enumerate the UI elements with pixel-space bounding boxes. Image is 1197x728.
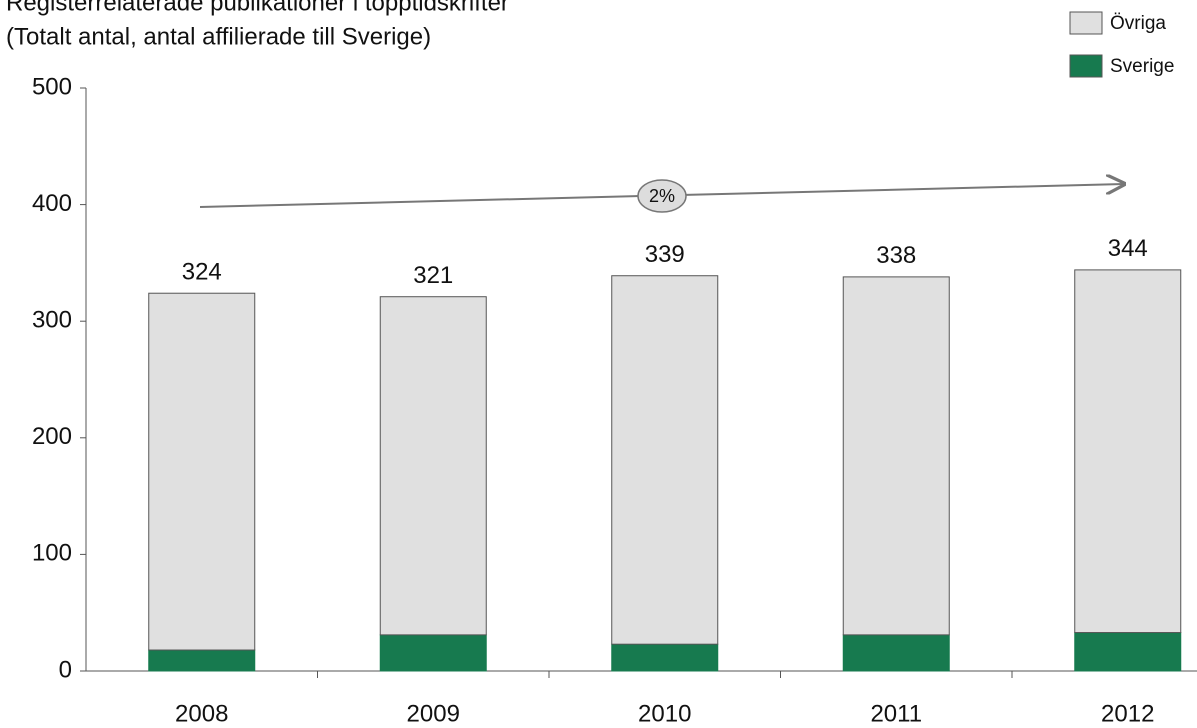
chart-title: Registerrelaterade publikationer i toppt… (6, 0, 509, 16)
chart-subtitle: (Totalt antal, antal affilierade till Sv… (6, 23, 431, 50)
legend-label: Övriga (1110, 13, 1166, 34)
bar-segment (379, 296, 487, 636)
x-tick-label: 2011 (870, 700, 922, 727)
bar-segment (611, 643, 719, 672)
bar-segment (842, 276, 950, 636)
total-label: 338 (876, 242, 916, 269)
x-tick-label: 2010 (638, 700, 691, 727)
bar-segment (1074, 269, 1182, 634)
annotation: 2% (649, 186, 675, 206)
x-tick-label: 2012 (1101, 700, 1154, 727)
y-tick-label: 100 (32, 540, 72, 567)
x-tick-label: 2008 (175, 700, 228, 727)
bar-segment (379, 634, 487, 672)
total-label: 321 (413, 262, 453, 289)
y-tick-label: 500 (32, 73, 72, 100)
bar-segment (148, 292, 256, 651)
legend-label: Sverige (1110, 56, 1174, 77)
y-tick-label: 0 (59, 656, 72, 683)
y-tick-label: 300 (32, 307, 72, 334)
total-label: 339 (645, 241, 685, 268)
total-label: 344 (1108, 235, 1148, 262)
legend-swatch (1069, 54, 1103, 78)
bar-segment (148, 649, 256, 672)
total-label: 324 (182, 259, 222, 286)
y-tick-label: 400 (32, 190, 72, 217)
x-tick-label: 2009 (407, 700, 460, 727)
y-tick-label: 200 (32, 423, 72, 450)
annotation-badge (637, 179, 687, 213)
bar-segment (842, 634, 950, 672)
bar-segment (611, 275, 719, 645)
legend-swatch (1069, 11, 1103, 35)
bar-segment (1074, 632, 1182, 672)
